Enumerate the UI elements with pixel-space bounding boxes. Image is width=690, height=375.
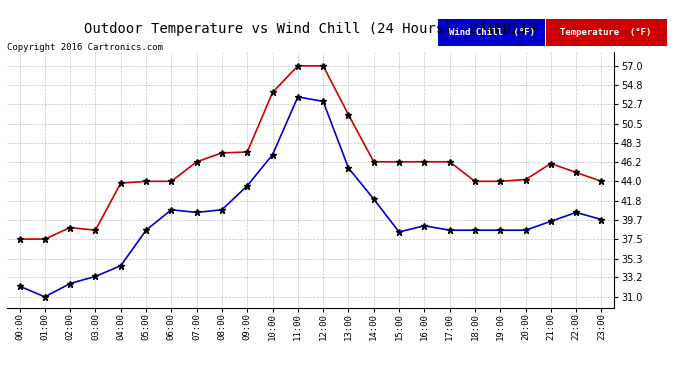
Text: Copyright 2016 Cartronics.com: Copyright 2016 Cartronics.com <box>7 43 163 52</box>
Text: Temperature  (°F): Temperature (°F) <box>560 28 652 37</box>
Text: Wind Chill  (°F): Wind Chill (°F) <box>448 28 535 37</box>
Text: Outdoor Temperature vs Wind Chill (24 Hours)  20160219: Outdoor Temperature vs Wind Chill (24 Ho… <box>84 22 537 36</box>
